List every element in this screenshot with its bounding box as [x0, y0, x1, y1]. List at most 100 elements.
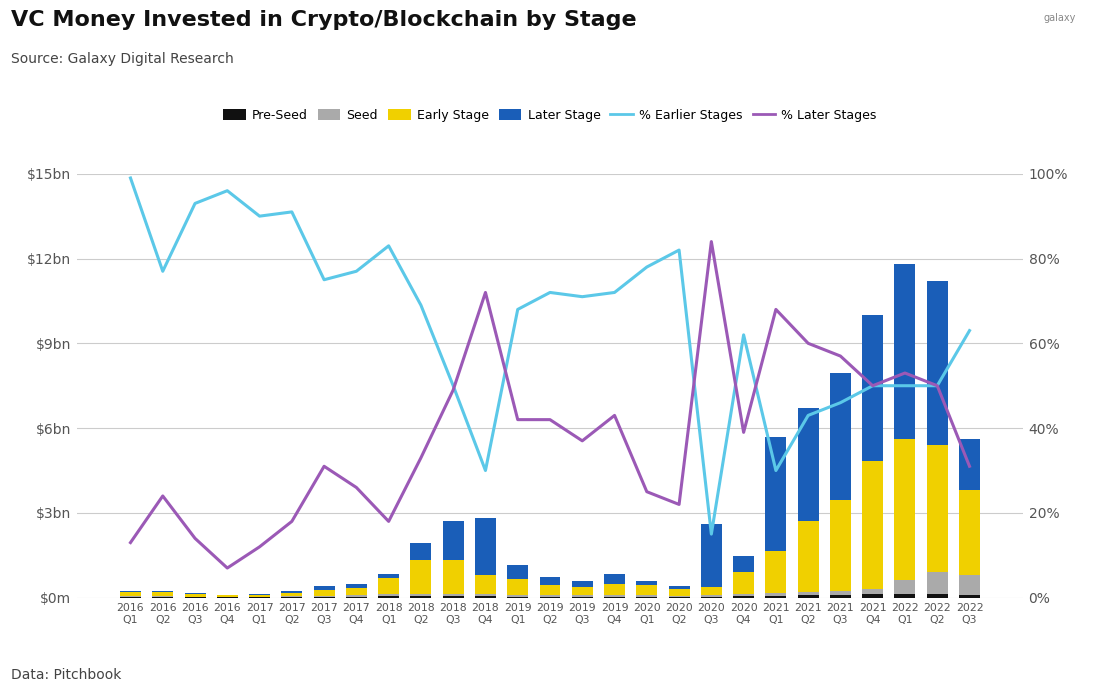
Bar [410, 596, 431, 598]
Bar [862, 315, 883, 461]
Bar [185, 594, 206, 596]
Bar [345, 588, 367, 595]
Bar [959, 490, 980, 575]
Bar [378, 596, 399, 598]
Bar [798, 409, 818, 521]
Bar [475, 594, 496, 596]
Bar [539, 577, 561, 585]
Bar [442, 521, 464, 560]
Bar [604, 596, 625, 598]
Bar [894, 439, 915, 580]
Text: VC Money Invested in Crypto/Blockchain by Stage: VC Money Invested in Crypto/Blockchain b… [11, 10, 637, 31]
Bar [572, 595, 593, 596]
Bar [249, 595, 271, 597]
Bar [378, 578, 399, 594]
Bar [475, 575, 496, 594]
Bar [120, 591, 141, 592]
Bar [829, 373, 851, 500]
Legend: Pre-Seed, Seed, Early Stage, Later Stage, % Earlier Stages, % Later Stages: Pre-Seed, Seed, Early Stage, Later Stage… [218, 104, 882, 126]
Bar [636, 596, 658, 598]
Bar [282, 591, 303, 593]
Bar [120, 592, 141, 596]
Bar [475, 518, 496, 575]
Bar [410, 594, 431, 596]
Bar [766, 437, 786, 550]
Bar [442, 594, 464, 596]
Bar [927, 281, 948, 445]
Bar [507, 565, 528, 580]
Bar [410, 543, 431, 560]
Bar [282, 593, 303, 596]
Bar [959, 439, 980, 490]
Bar [152, 592, 173, 596]
Bar [829, 591, 851, 595]
Bar [669, 589, 690, 596]
Bar [314, 596, 334, 597]
Bar [539, 595, 561, 596]
Bar [378, 594, 399, 596]
Bar [636, 585, 658, 595]
Text: Source: Galaxy Digital Research: Source: Galaxy Digital Research [11, 52, 233, 66]
Bar [669, 597, 690, 598]
Bar [733, 572, 755, 594]
Bar [766, 596, 786, 598]
Bar [798, 521, 818, 592]
Bar [410, 560, 431, 594]
Bar [669, 596, 690, 597]
Bar [572, 587, 593, 595]
Bar [894, 580, 915, 594]
Bar [475, 596, 496, 598]
Bar [572, 596, 593, 598]
Bar [829, 595, 851, 598]
Bar [345, 596, 367, 598]
Bar [701, 595, 722, 596]
Text: Data: Pitchbook: Data: Pitchbook [11, 669, 121, 682]
Bar [604, 584, 625, 595]
Bar [862, 461, 883, 589]
Bar [669, 587, 690, 589]
Bar [701, 596, 722, 598]
Bar [120, 596, 141, 597]
Bar [894, 263, 915, 439]
Bar [959, 595, 980, 598]
Bar [507, 595, 528, 596]
Bar [636, 581, 658, 585]
Bar [733, 594, 755, 596]
Bar [959, 575, 980, 595]
Bar [927, 594, 948, 598]
Bar [345, 584, 367, 588]
Bar [507, 580, 528, 595]
Bar [152, 596, 173, 597]
Bar [862, 594, 883, 598]
Bar [829, 500, 851, 591]
Bar [927, 445, 948, 572]
Bar [314, 586, 334, 590]
Bar [442, 560, 464, 594]
Bar [862, 589, 883, 594]
Bar [636, 595, 658, 596]
Bar [282, 596, 303, 597]
Bar [894, 594, 915, 598]
Bar [507, 596, 528, 598]
Bar [442, 596, 464, 598]
Bar [766, 550, 786, 593]
Bar [378, 574, 399, 578]
Bar [798, 596, 818, 598]
Bar [345, 595, 367, 596]
Bar [701, 525, 722, 587]
Bar [152, 591, 173, 592]
Bar [314, 590, 334, 596]
Bar [701, 587, 722, 595]
Bar [604, 574, 625, 584]
Bar [539, 585, 561, 595]
Bar [766, 593, 786, 596]
Bar [733, 596, 755, 598]
Bar [572, 581, 593, 587]
Bar [604, 595, 625, 596]
Bar [798, 592, 818, 596]
Bar [217, 595, 238, 597]
Text: galaxy: galaxy [1044, 13, 1076, 22]
Bar [539, 596, 561, 598]
Bar [733, 556, 755, 572]
Bar [927, 572, 948, 594]
